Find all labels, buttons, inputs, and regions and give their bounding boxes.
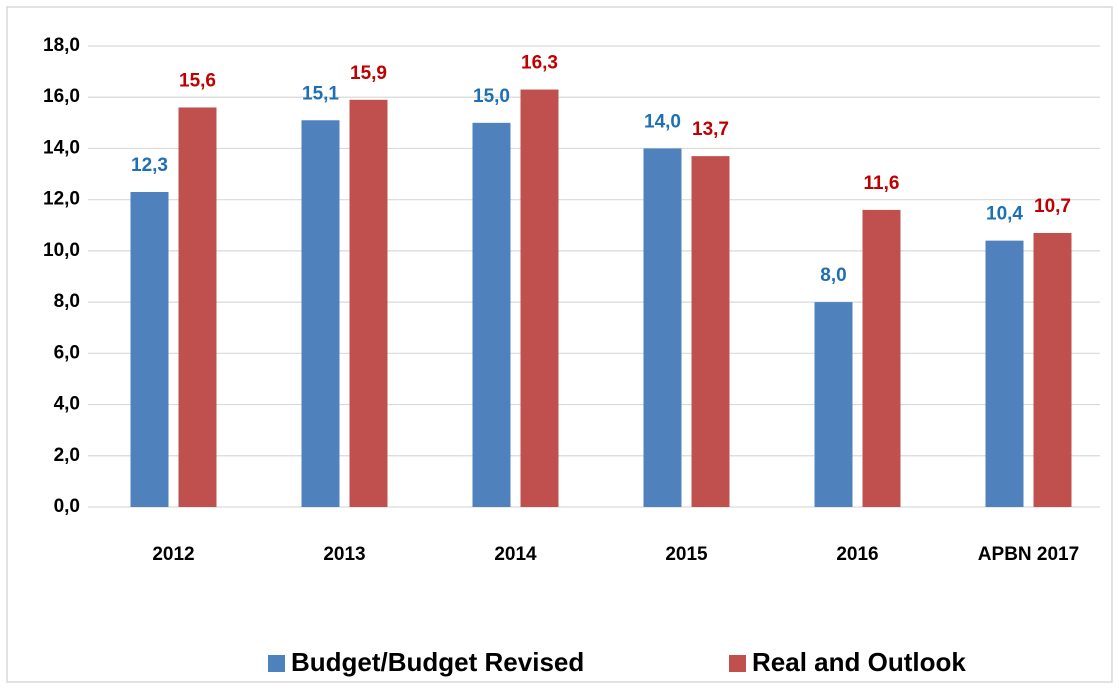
- y-tick-label: 12,0: [43, 189, 80, 210]
- y-tick-label: 10,0: [43, 240, 80, 261]
- y-tick-label: 18,0: [43, 35, 80, 56]
- bar: [178, 107, 217, 507]
- legend-swatch: [729, 655, 746, 672]
- value-label: 13,7: [692, 119, 729, 140]
- value-label: 12,3: [131, 155, 168, 176]
- x-tick-label: APBN 2017: [978, 544, 1079, 565]
- value-label: 11,6: [864, 173, 900, 194]
- legend-swatch: [268, 655, 285, 672]
- y-tick-label: 16,0: [43, 86, 80, 107]
- bar: [1033, 232, 1072, 507]
- bar: [472, 122, 511, 507]
- bar: [691, 156, 730, 507]
- y-tick-label: 14,0: [43, 137, 80, 158]
- bar: [643, 148, 682, 507]
- value-label: 14,0: [644, 111, 681, 132]
- y-tick-label: 6,0: [54, 342, 80, 363]
- value-label: 10,7: [1034, 196, 1071, 217]
- y-tick-label: 8,0: [54, 291, 80, 312]
- x-tick-label: 2016: [836, 544, 878, 565]
- bar: [349, 99, 388, 508]
- chart-frame: [6, 6, 1113, 683]
- value-label: 8,0: [820, 265, 846, 286]
- value-label: 15,0: [473, 86, 510, 107]
- bar: [985, 240, 1024, 507]
- value-label: 15,6: [179, 70, 216, 91]
- legend-label: Budget/Budget Revised: [291, 647, 584, 677]
- y-tick-label: 4,0: [54, 394, 80, 415]
- value-label: 16,3: [521, 53, 558, 74]
- value-label: 15,1: [302, 83, 339, 104]
- bar: [520, 89, 559, 508]
- x-tick-label: 2015: [665, 544, 708, 565]
- x-tick-label: 2014: [494, 544, 537, 565]
- y-tick-label: 0,0: [54, 496, 80, 517]
- bar: [301, 120, 340, 508]
- bar: [130, 191, 169, 507]
- bar: [862, 209, 901, 507]
- bar: [814, 302, 853, 507]
- x-tick-label: 2013: [323, 544, 365, 565]
- value-label: 15,9: [350, 63, 387, 84]
- legend-label: Real and Outlook: [752, 647, 966, 677]
- value-label: 10,4: [986, 204, 1023, 225]
- x-tick-label: 2012: [152, 544, 194, 565]
- y-tick-label: 2,0: [54, 445, 80, 466]
